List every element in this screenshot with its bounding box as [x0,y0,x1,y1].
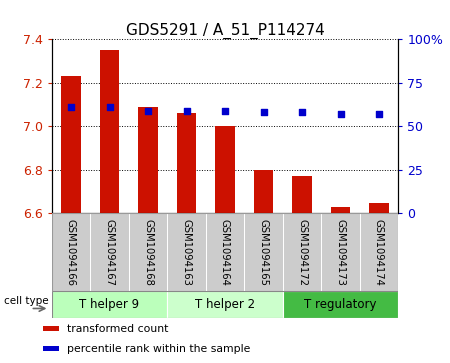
Bar [167,213,206,291]
Point [183,108,190,114]
Bar [52,291,167,318]
Bar [43,346,59,351]
Text: GSM1094166: GSM1094166 [66,219,76,286]
Bar [369,203,389,213]
Text: GSM1094168: GSM1094168 [143,219,153,286]
Bar [139,107,158,213]
Text: GSM1094167: GSM1094167 [104,219,114,286]
Text: cell type: cell type [4,296,49,306]
Point [144,108,152,114]
Text: GSM1094172: GSM1094172 [297,219,307,286]
Bar [177,113,196,213]
Text: T helper 9: T helper 9 [80,298,140,311]
Bar [283,291,398,318]
Bar [167,291,283,318]
Bar [43,326,59,331]
Point [106,104,113,110]
Text: GSM1094174: GSM1094174 [374,219,384,286]
Bar [216,126,234,213]
Point [68,104,75,110]
Text: transformed count: transformed count [67,324,168,334]
Bar [61,76,81,213]
Point [337,111,344,117]
Point [375,111,382,117]
Bar [292,176,311,213]
Text: T regulatory: T regulatory [304,298,377,311]
Point [221,108,229,114]
Bar [129,213,167,291]
Text: GSM1094165: GSM1094165 [258,219,269,286]
Bar [254,170,273,213]
Point [260,110,267,115]
Text: GSM1094163: GSM1094163 [181,219,192,286]
Text: T helper 2: T helper 2 [195,298,255,311]
Text: GSM1094164: GSM1094164 [220,219,230,286]
Bar [331,207,350,213]
Bar [206,213,244,291]
Text: GSM1094173: GSM1094173 [336,219,346,286]
Title: GDS5291 / A_51_P114274: GDS5291 / A_51_P114274 [126,23,324,39]
Text: percentile rank within the sample: percentile rank within the sample [67,344,250,354]
Bar [52,213,90,291]
Point [298,110,306,115]
Bar [283,213,321,291]
Bar [90,213,129,291]
Bar [321,213,360,291]
Bar [244,213,283,291]
Bar [100,50,119,213]
Bar [360,213,398,291]
